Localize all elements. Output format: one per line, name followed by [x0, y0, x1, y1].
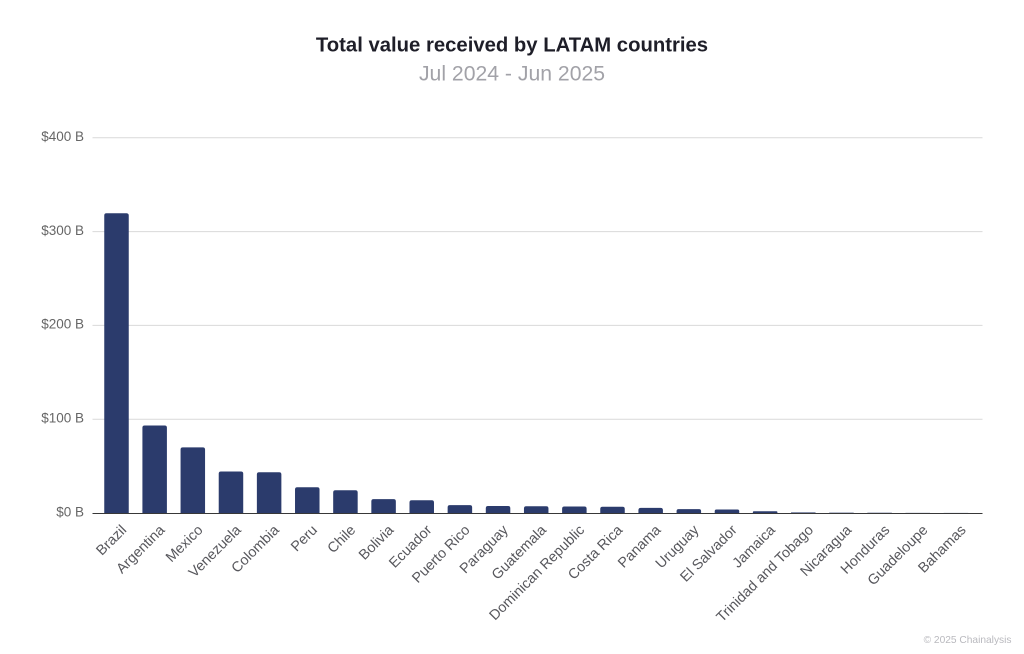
- svg-text:Total value received by LATAM: Total value received by LATAM countries: [316, 35, 708, 57]
- svg-text:$300 B: $300 B: [41, 223, 84, 238]
- svg-text:Jul 2024 - Jun 2025: Jul 2024 - Jun 2025: [419, 63, 605, 86]
- svg-text:© 2025 Chainalysis: © 2025 Chainalysis: [924, 635, 1012, 646]
- svg-text:$0 B: $0 B: [56, 504, 84, 519]
- svg-text:$400 B: $400 B: [41, 129, 84, 144]
- svg-text:$200 B: $200 B: [41, 317, 84, 332]
- svg-text:$100 B: $100 B: [41, 411, 84, 426]
